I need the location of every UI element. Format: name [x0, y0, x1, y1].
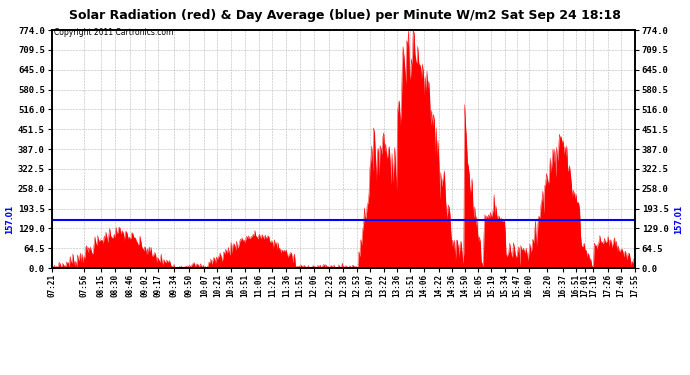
Text: 157.01: 157.01	[5, 205, 14, 234]
Text: Copyright 2011 Cartronics.com: Copyright 2011 Cartronics.com	[54, 28, 173, 37]
Text: 157.01: 157.01	[674, 205, 683, 234]
Text: Solar Radiation (red) & Day Average (blue) per Minute W/m2 Sat Sep 24 18:18: Solar Radiation (red) & Day Average (blu…	[69, 9, 621, 22]
